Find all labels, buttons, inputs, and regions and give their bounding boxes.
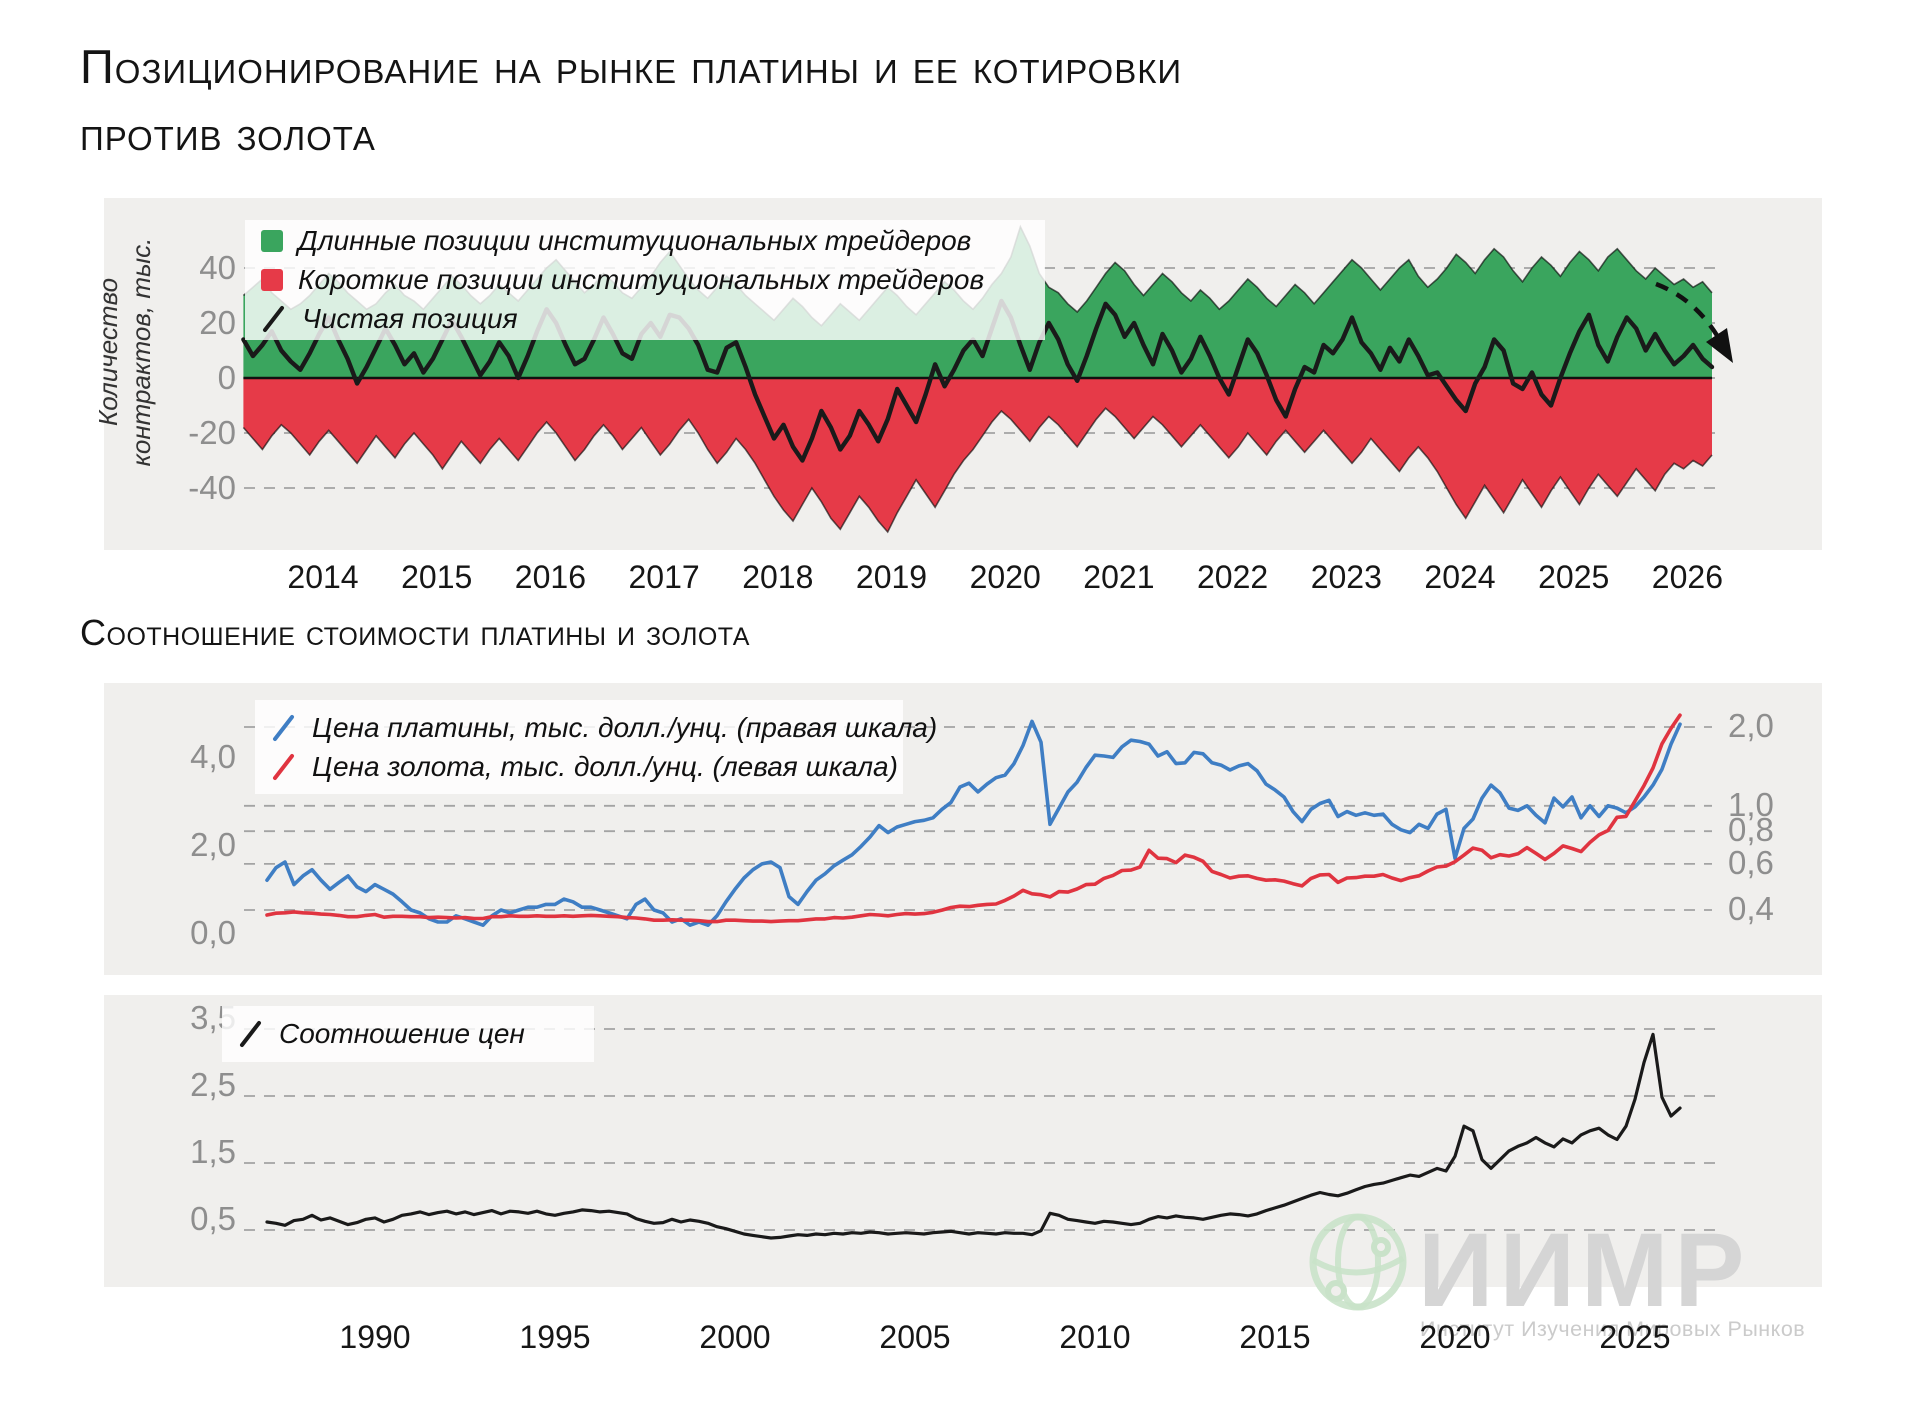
positioning-legend: Длинные позиции институциональных трейде… (245, 220, 1045, 340)
svg-text:0: 0 (218, 359, 236, 396)
svg-text:2026: 2026 (1652, 559, 1723, 595)
platinum-price-line (265, 719, 1682, 927)
svg-text:0,4: 0,4 (1728, 890, 1774, 927)
svg-text:2015: 2015 (401, 559, 472, 595)
legend-label: Чистая позиция (302, 303, 518, 334)
section-title-ratio: Соотношение стоимости платины и золота (80, 612, 750, 653)
gold-slash-icon (273, 753, 294, 780)
ratio-series (265, 1032, 1682, 1240)
svg-text:2000: 2000 (699, 1319, 770, 1355)
y-axis-label-contracts: Количество контрактов, тыс. (93, 237, 156, 467)
page-title: Позиционирование на рынке платины и ее к… (80, 34, 1182, 167)
trend-arrow-icon (1655, 281, 1733, 363)
svg-text:2023: 2023 (1311, 559, 1382, 595)
prices-legend: Цена платины, тыс. долл./унц. (правая шк… (255, 700, 937, 794)
svg-text:2005: 2005 (879, 1319, 950, 1355)
svg-text:1,0: 1,0 (1728, 786, 1774, 823)
watermark-subtitle: Институт Изучения Мировых Рынков (1420, 1317, 1805, 1341)
short-positions-swatch-icon (261, 269, 283, 291)
legend-item-gold-price: Цена золота, тыс. долл./унц. (левая шкал… (271, 751, 898, 783)
short-positions-area (243, 378, 1712, 532)
svg-text:2014: 2014 (287, 559, 358, 595)
legend-item-price-ratio: Соотношение цен (238, 1018, 578, 1050)
svg-text:2,0: 2,0 (1728, 707, 1774, 744)
svg-text:2015: 2015 (1239, 1319, 1310, 1355)
legend-label: Короткие позиции институциональных трейд… (298, 264, 985, 295)
svg-text:4,0: 4,0 (190, 738, 236, 775)
svg-text:0,8: 0,8 (1728, 811, 1774, 848)
legend-label: Цена платины, тыс. долл./унц. (правая шк… (312, 711, 938, 743)
svg-text:40: 40 (199, 249, 236, 286)
svg-text:2020: 2020 (1419, 1319, 1490, 1355)
legend-item-platinum-price: Цена платины, тыс. долл./унц. (правая шк… (271, 712, 937, 744)
legend-label: Длинные позиции институциональных трейде… (298, 225, 972, 256)
long-positions-swatch-icon (261, 230, 283, 252)
svg-text:-40: -40 (188, 469, 236, 506)
globe-icon (1309, 1213, 1407, 1311)
svg-text:1,5: 1,5 (190, 1133, 236, 1170)
ratio-legend: Соотношение цен (222, 1006, 594, 1062)
svg-text:2018: 2018 (742, 559, 813, 595)
prices-series (265, 713, 1682, 927)
svg-text:2019: 2019 (856, 559, 927, 595)
svg-text:2,0: 2,0 (190, 826, 236, 863)
svg-text:1995: 1995 (519, 1319, 590, 1355)
legend-item-net-position: Чистая позиция (261, 303, 1029, 335)
svg-text:0,5: 0,5 (190, 1200, 236, 1237)
svg-text:2022: 2022 (1197, 559, 1268, 595)
page-title-line1: Позиционирование на рынке платины и ее к… (80, 40, 1183, 93)
svg-text:-20: -20 (188, 414, 236, 451)
ratio-slash-icon (240, 1021, 261, 1047)
svg-text:2021: 2021 (1083, 559, 1154, 595)
svg-text:20: 20 (199, 304, 236, 341)
svg-text:2,5: 2,5 (190, 1066, 236, 1103)
price-ratio-line (265, 1032, 1682, 1240)
svg-text:0,6: 0,6 (1728, 844, 1774, 881)
svg-text:2017: 2017 (629, 559, 700, 595)
svg-text:0,0: 0,0 (190, 914, 236, 951)
svg-text:2025: 2025 (1538, 559, 1609, 595)
platinum-slash-icon (273, 714, 294, 741)
legend-item-long-positions: Длинные позиции институциональных трейде… (261, 225, 1029, 257)
gold-price-line (265, 713, 1682, 924)
long-positions-area (243, 226, 1712, 378)
legend-label: Цена золота, тыс. долл./унц. (левая шкал… (312, 750, 898, 782)
page-title-line2: против золота (80, 106, 376, 160)
legend-item-short-positions: Короткие позиции институциональных трейд… (261, 264, 1029, 296)
legend-label: Соотношение цен (279, 1018, 525, 1049)
watermark-brand: ИИМР (1418, 1212, 1750, 1329)
svg-text:2010: 2010 (1059, 1319, 1130, 1355)
net-position-line (241, 298, 1715, 463)
svg-text:1990: 1990 (339, 1319, 410, 1355)
svg-text:2025: 2025 (1599, 1319, 1670, 1355)
svg-text:2020: 2020 (970, 559, 1041, 595)
svg-text:2016: 2016 (515, 559, 586, 595)
positioning-series (241, 224, 1733, 534)
svg-text:2024: 2024 (1424, 559, 1495, 595)
net-position-slash-icon (263, 306, 284, 332)
